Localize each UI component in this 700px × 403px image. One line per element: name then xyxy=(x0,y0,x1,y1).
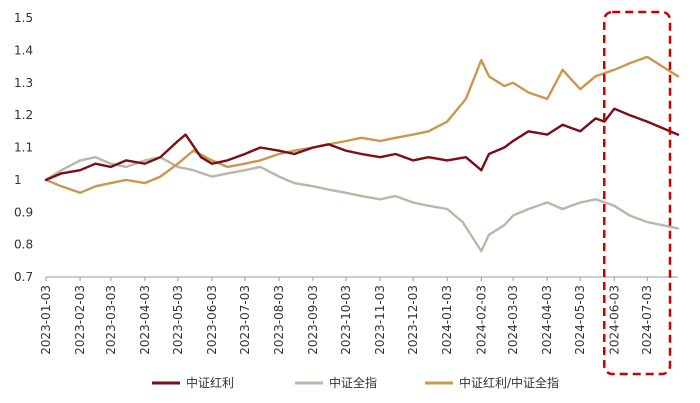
x-tick-label: 2023-08-03 xyxy=(272,285,286,355)
legend-label-0: 中证红利 xyxy=(186,375,234,390)
x-tick-label: 2023-05-03 xyxy=(171,285,185,355)
x-tick-label: 2023-06-03 xyxy=(205,285,219,355)
y-tick-label: 0.9 xyxy=(14,205,33,219)
y-tick-label: 0.8 xyxy=(14,238,33,252)
x-tick-label: 2024-07-03 xyxy=(640,285,654,355)
y-tick-label: 0.7 xyxy=(14,270,33,284)
x-tick-label: 2023-09-03 xyxy=(306,285,320,355)
legend-label-1: 中证全指 xyxy=(329,375,377,390)
y-tick-label: 1.3 xyxy=(14,76,33,90)
x-tick-label: 2023-02-03 xyxy=(73,285,87,355)
x-tick-label: 2023-03-03 xyxy=(104,285,118,355)
y-tick-label: 1.5 xyxy=(14,11,33,25)
x-tick-label: 2024-06-03 xyxy=(607,285,621,355)
series-line-1 xyxy=(44,155,680,253)
series-layer xyxy=(44,55,680,253)
x-tick-label: 2023-11-03 xyxy=(373,285,387,355)
x-tick-label: 2023-12-03 xyxy=(406,285,420,355)
x-tick-label: 2024-03-03 xyxy=(506,285,520,355)
x-axis: 2023-01-03 2023-02-03 2023-03-03 2023-04-03… xyxy=(39,276,678,355)
y-tick-label: 1 xyxy=(14,173,22,187)
legend-label-2: 中证红利/中证全指 xyxy=(459,375,559,390)
x-tick-label: 2023-10-03 xyxy=(339,285,353,355)
x-tick-label: 2023-01-03 xyxy=(39,285,53,355)
legend: 中证红利 中证全指 中证红利/中证全指 xyxy=(152,375,559,390)
highlight-box xyxy=(603,10,672,376)
x-tick-label: 2024-04-03 xyxy=(540,285,554,355)
series-line-0 xyxy=(44,107,680,182)
y-tick-label: 1.1 xyxy=(14,141,33,155)
y-tick-label: 1.2 xyxy=(14,108,33,122)
series-line-2 xyxy=(44,55,680,195)
y-tick-label: 1.4 xyxy=(14,43,33,57)
x-tick-label: 2024-01-03 xyxy=(440,285,454,355)
x-tick-label: 2024-05-03 xyxy=(573,285,587,355)
highlight-rect xyxy=(603,10,672,376)
x-tick-label: 2023-04-03 xyxy=(138,285,152,355)
x-tick-label: 2023-07-03 xyxy=(238,285,252,355)
y-axis: 1.5 1.4 1.3 1.2 1.1 1 0.9 0.8 0.7 xyxy=(14,11,33,284)
x-tick-label: 2024-02-03 xyxy=(474,285,488,355)
